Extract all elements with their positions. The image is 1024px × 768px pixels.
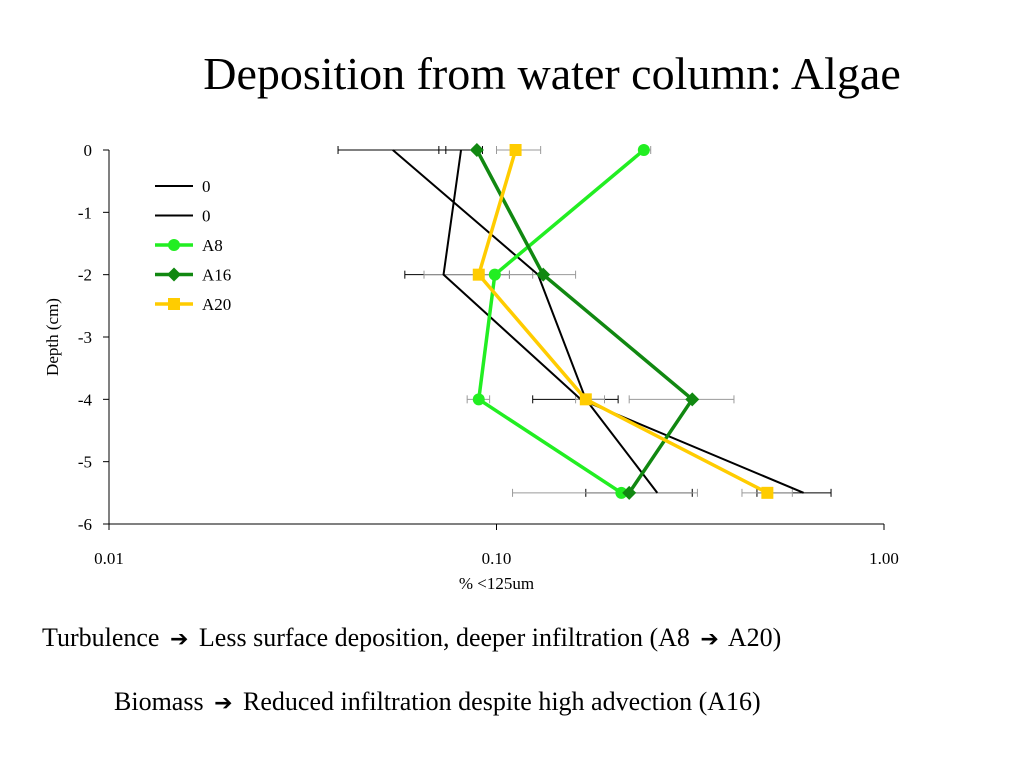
caption-turbulence: Turbulence ➔ Less surface deposition, de… — [42, 622, 781, 656]
y-tick-label: -6 — [78, 515, 92, 534]
data-point-diamond — [622, 485, 637, 500]
data-point-circle — [472, 393, 485, 406]
caption-1-left: Turbulence — [42, 623, 160, 652]
y-tick-label: -1 — [78, 203, 92, 222]
series-line — [477, 149, 769, 495]
caption-2-left: Biomass — [114, 687, 204, 716]
data-point-square — [472, 268, 485, 281]
legend: 0 0 A8 A16 A20 — [155, 177, 231, 314]
depth-profile-chart: 0 -1 -2 -3 -4 -5 -60.01 0.10 1.00 % <125um Depth (… — [43, 141, 899, 593]
data-point-square — [761, 486, 774, 499]
series-line — [477, 148, 645, 495]
data-point-diamond — [685, 392, 700, 407]
legend-label: A8 — [202, 236, 223, 255]
axes: 0 -1 -2 -3 -4 -5 -60.01 0.10 1.00 % <125um Depth (… — [43, 141, 899, 593]
series-line — [392, 149, 659, 494]
series-line — [475, 149, 694, 494]
caption-1-middle: Less surface deposition, deeper infiltra… — [198, 623, 690, 652]
x-tick-label: 0.01 — [94, 549, 124, 568]
caption-biomass: Biomass ➔ Reduced infiltration despite h… — [114, 686, 761, 720]
slide-title: Deposition from water column: Algae — [203, 48, 901, 99]
data-point-circle — [168, 239, 180, 251]
legend-label: 0 — [202, 207, 211, 226]
legend-label: 0 — [202, 177, 211, 196]
data-point-circle — [488, 268, 501, 281]
data-point-circle — [615, 486, 628, 499]
data-point-square — [579, 393, 592, 406]
y-axis-label: Depth (cm) — [43, 298, 62, 376]
series-lines — [392, 143, 804, 500]
legend-label: A20 — [202, 295, 231, 314]
data-point-circle — [637, 144, 650, 156]
caption-2-middle: Reduced infiltration despite high advect… — [243, 687, 761, 716]
x-axis-label: % <125um — [459, 574, 534, 593]
arrow-icon: ➔ — [214, 691, 233, 716]
y-tick-label: -2 — [78, 266, 92, 285]
data-point-diamond — [469, 143, 484, 157]
legend-label: A16 — [202, 266, 231, 285]
arrow-icon: ➔ — [169, 627, 189, 652]
series-line — [442, 149, 804, 494]
x-tick-label: 0.10 — [482, 549, 512, 568]
y-tick-label: -3 — [78, 328, 92, 347]
data-point-diamond — [536, 267, 551, 282]
y-tick-label: 0 — [84, 141, 93, 160]
arrow-icon: ➔ — [700, 627, 719, 652]
y-tick-label: -4 — [78, 390, 93, 409]
x-tick-label: 1.00 — [869, 549, 899, 568]
caption-1-right: A20) — [727, 623, 782, 652]
data-point-square — [509, 144, 522, 156]
data-point-diamond — [167, 267, 181, 282]
y-tick-label: -5 — [78, 453, 92, 472]
data-point-square — [168, 298, 180, 310]
